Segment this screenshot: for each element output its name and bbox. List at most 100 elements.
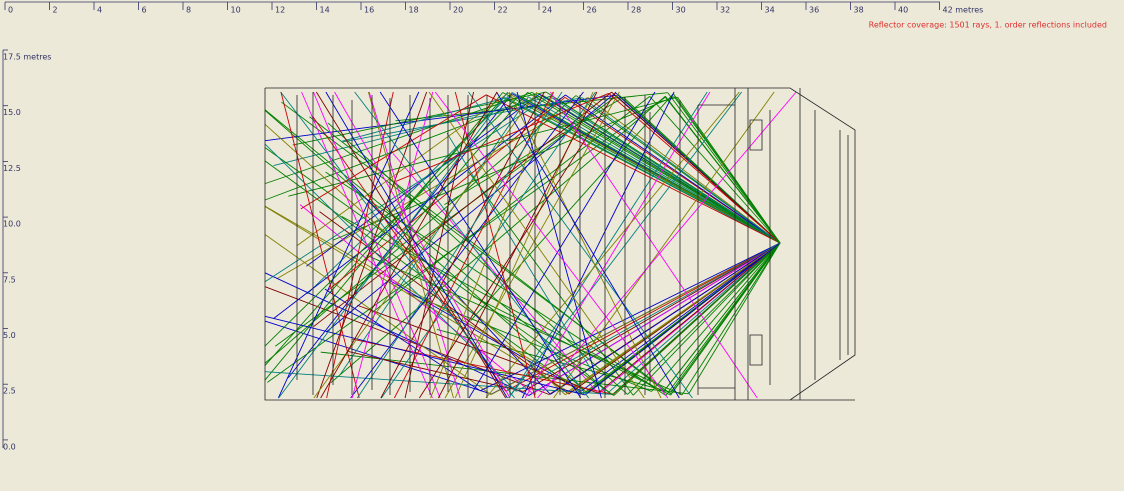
ray: [351, 91, 434, 399]
y-tick-label: 12.5: [3, 164, 21, 173]
x-tick-label: 30: [676, 6, 686, 15]
ray: [330, 95, 666, 384]
x-tick-label: 20: [453, 6, 463, 15]
ray: [430, 91, 555, 399]
ray: [444, 91, 620, 399]
ray: [667, 92, 781, 244]
ray: [264, 95, 520, 347]
x-tick-label: 2: [53, 6, 58, 15]
y-tick-label: 5.0: [3, 331, 16, 340]
ray: [565, 94, 781, 244]
ray: [623, 96, 781, 244]
ray: [326, 91, 394, 399]
ray: [496, 91, 680, 399]
ray: [506, 97, 781, 244]
ray: [611, 242, 781, 396]
ray: [608, 93, 781, 244]
x-tick-label: 32: [720, 6, 730, 15]
x-tick-label: 24: [542, 6, 552, 15]
ray: [313, 91, 612, 327]
x-tick-label: 8: [186, 6, 191, 15]
ray: [632, 242, 781, 396]
ray: [549, 95, 781, 244]
ray: [505, 242, 781, 392]
ray: [264, 95, 577, 364]
ray: [350, 91, 584, 399]
ray: [392, 153, 600, 395]
ray: [354, 91, 590, 399]
x-tick-label: 6: [142, 6, 147, 15]
ray: [597, 242, 781, 394]
x-tick-label: 36: [809, 6, 819, 15]
ray: [527, 91, 781, 244]
x-tick-label: 14: [320, 6, 330, 15]
ray: [325, 171, 667, 396]
ray: [264, 272, 530, 396]
ray: [264, 234, 492, 395]
ray: [320, 91, 498, 399]
ray: [508, 91, 662, 399]
ray: [313, 91, 441, 399]
ray: [280, 91, 360, 399]
ray: [550, 242, 781, 395]
x-tick-label: 40: [898, 6, 908, 15]
ray: [301, 91, 433, 399]
ray: [264, 109, 613, 396]
ray: [582, 97, 781, 244]
ray: [368, 91, 461, 399]
ray: [649, 96, 781, 244]
ray: [553, 91, 775, 399]
ray: [325, 91, 508, 399]
ray: [296, 92, 509, 246]
ray: [419, 91, 617, 399]
ray: [677, 96, 781, 244]
y-tick-label: 0.0: [3, 442, 16, 451]
ray: [605, 242, 781, 395]
ray: [275, 94, 619, 347]
x-tick-label: 12: [275, 6, 285, 15]
y-tick-label: 15.0: [3, 108, 21, 117]
ray: [356, 91, 563, 399]
ray: [380, 91, 545, 399]
ray: [347, 350, 524, 392]
x-tick-label: 4: [97, 6, 102, 15]
ray: [324, 288, 481, 392]
side-wall: [264, 87, 856, 401]
ray: [508, 91, 708, 399]
ray: [379, 91, 582, 399]
ray: [454, 91, 536, 399]
ray: [366, 254, 683, 396]
x-tick-label: 16: [364, 6, 374, 15]
ray: [688, 242, 781, 395]
y-tick-label: 7.5: [3, 275, 16, 284]
ray: [428, 91, 645, 399]
ray: [681, 242, 781, 396]
ray: [480, 242, 781, 392]
ray: [276, 97, 588, 280]
ray: [444, 96, 624, 205]
ray: [313, 91, 538, 399]
x-tick-label: 10: [231, 6, 241, 15]
rays: [264, 91, 797, 399]
ray: [565, 242, 781, 396]
ray: [300, 94, 487, 210]
ray: [434, 91, 669, 399]
x-tick-label: 28: [631, 6, 641, 15]
ray: [670, 242, 781, 396]
x-tick-label: 26: [587, 6, 597, 15]
ray: [663, 242, 781, 392]
ray: [404, 91, 475, 399]
ray: [264, 315, 586, 396]
ray: [264, 143, 517, 392]
ray: [281, 101, 672, 395]
ray: [537, 91, 797, 399]
ray: [524, 91, 711, 399]
ray: [342, 97, 507, 142]
ray: [292, 91, 547, 146]
ray: [651, 242, 781, 392]
status-note: Reflector coverage: 1501 rays, 1. order …: [869, 21, 1107, 30]
ray: [264, 320, 492, 395]
ray: [436, 328, 671, 393]
